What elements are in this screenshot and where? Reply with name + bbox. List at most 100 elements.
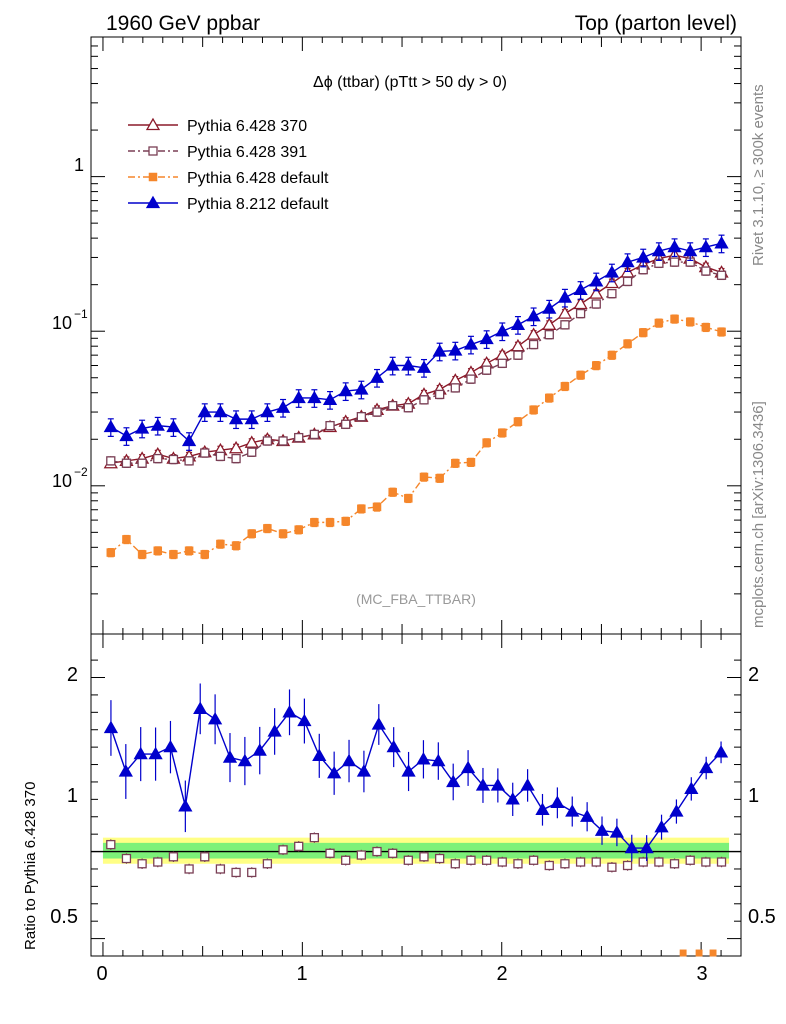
main-point: [544, 330, 554, 340]
xtick-label-2: 2: [496, 963, 507, 985]
ratio-point-p8: [699, 760, 714, 774]
main-point: [498, 428, 507, 438]
main-point: [263, 524, 272, 533]
main-point: [278, 436, 288, 446]
ratio-point-p8: [594, 823, 610, 836]
ratio-point-p8: [341, 753, 357, 767]
ratio-point-p8: [565, 804, 580, 817]
header-left: 1960 GeV ppbar: [106, 12, 260, 35]
main-point: [654, 318, 664, 328]
main-point: [184, 456, 194, 466]
main-point: [497, 358, 507, 368]
main-point: [529, 405, 538, 415]
main-point: [372, 502, 382, 512]
ratio-point-p8: [475, 778, 491, 791]
ratio-point-p8: [416, 752, 431, 765]
main-point: [153, 453, 163, 464]
main-point: [448, 343, 463, 356]
main-point: [651, 243, 667, 257]
main-point: [482, 438, 491, 447]
main-ytick-exp-0.1: −1: [74, 307, 88, 321]
ratio-point-default: [679, 949, 687, 957]
main-point: [106, 456, 116, 466]
ratio-point-391: [701, 857, 711, 867]
main-point: [388, 400, 398, 411]
main-point: [213, 404, 228, 418]
ratio-point-p8: [356, 764, 372, 777]
main-point: [168, 454, 179, 465]
ratio-point-391: [184, 864, 194, 874]
main-point: [542, 301, 557, 314]
main-point: [591, 299, 601, 309]
main-ytick-exp-0.01: −2: [74, 465, 88, 479]
ratio-point-p8: [669, 804, 684, 817]
main-point: [670, 314, 679, 324]
main-point: [260, 404, 275, 418]
ratio-point-391: [137, 859, 147, 869]
main-point: [325, 420, 335, 431]
ratio-point-p8: [401, 764, 416, 777]
ratio-point-p8: [624, 840, 639, 854]
main-point: [231, 453, 241, 464]
ratio-point-391: [388, 848, 398, 858]
legend-symbol-2: [128, 146, 178, 156]
main-point: [184, 546, 194, 556]
ratio-point-p8: [237, 753, 252, 767]
ratio-point-p8: [282, 705, 297, 718]
ratio-point-391: [638, 857, 648, 867]
main-point: [545, 393, 554, 403]
main-point: [247, 529, 256, 538]
main-point: [356, 412, 367, 422]
legend-marker-1: [145, 117, 161, 131]
ratio-point-391: [200, 852, 210, 862]
main-point: [200, 448, 210, 458]
ratio-point-391: [450, 859, 460, 869]
analysis-tag: (MC_FBA_TTBAR): [356, 591, 476, 607]
main-point: [341, 419, 351, 429]
main-point: [119, 428, 134, 442]
main-point: [435, 473, 444, 483]
plot-title: Δϕ (ttbar) (pTtt > 50 dy > 0): [313, 74, 507, 91]
main-point: [667, 239, 682, 253]
main-point: [106, 548, 116, 557]
main-point: [310, 518, 319, 527]
main-point: [166, 419, 181, 433]
ratio-point-default: [695, 949, 703, 957]
ratio-point-391: [513, 859, 523, 869]
main-point: [623, 339, 632, 348]
main-ytick-label-0.1: 10: [52, 313, 72, 333]
main-point: [244, 411, 259, 425]
main-point: [200, 550, 210, 559]
legend-entry-1: Pythia 6.428 370: [128, 117, 307, 135]
ratio-ytick-label-1: 1: [67, 785, 78, 807]
main-series-3: [106, 314, 726, 560]
main-point: [701, 266, 711, 276]
main-point: [322, 392, 338, 405]
ratio-point-391: [372, 846, 382, 857]
ratio-point-391: [622, 860, 633, 871]
ratio-point-p8: [550, 795, 565, 808]
ratio-point-p8: [222, 750, 238, 763]
ratio-point-391: [591, 857, 601, 867]
side-text-mcplots: mcplots.cern.ch [arXiv:1306.3436]: [750, 401, 767, 628]
ratio-point-391: [607, 862, 617, 872]
ratio-point-391: [294, 841, 304, 851]
main-point: [169, 550, 178, 559]
ratio-point-p8: [297, 713, 312, 727]
main-point: [495, 347, 510, 361]
ratio-point-p8: [133, 746, 148, 760]
main-point: [275, 400, 291, 413]
ratio-ytick-label-right-1: 1: [748, 785, 759, 807]
ratio-panel-frame: [90, 633, 742, 957]
legend-marker-2: [148, 146, 158, 156]
ratio-series-391: [106, 832, 727, 878]
legend-symbol-3: [128, 172, 178, 182]
main-point: [372, 407, 382, 417]
main-ytick-label-0.01: 10: [52, 471, 72, 491]
ratio-point-p8: [609, 825, 625, 838]
ratio-point-p8: [267, 724, 282, 737]
main-point: [451, 458, 460, 468]
main-point: [247, 447, 257, 457]
main-point: [542, 317, 557, 330]
